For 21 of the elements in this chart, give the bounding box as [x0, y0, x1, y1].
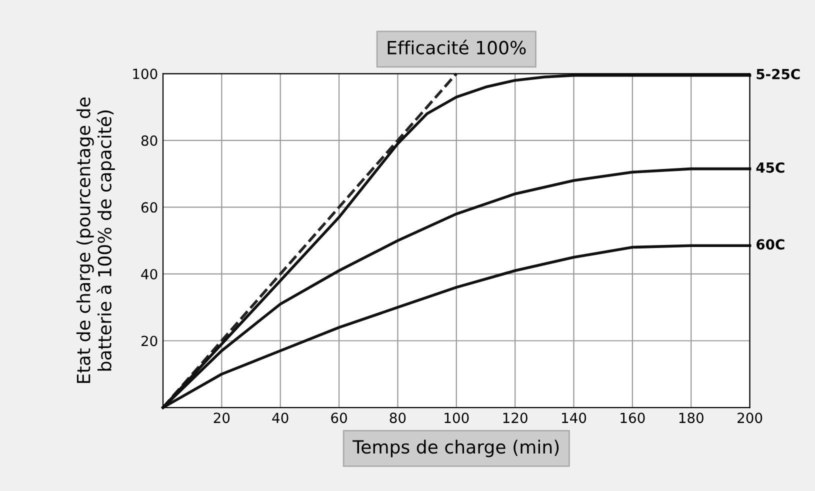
- x-tick-label: 160: [620, 412, 645, 424]
- x-tick-label: 80: [390, 412, 406, 424]
- y-tick-label: 20: [141, 336, 158, 346]
- series-label: 45C: [756, 162, 784, 173]
- y-axis-title: Etat de charge (pourcentage de batterie à 100% de capacité): [76, 98, 115, 383]
- x-axis-title: Temps de charge (min): [352, 440, 559, 458]
- x-tick-label: 140: [562, 412, 586, 424]
- x-tick-label: 180: [679, 412, 704, 424]
- x-tick-label: 120: [503, 412, 528, 424]
- y-tick-label: 40: [141, 268, 158, 280]
- series-label: 60C: [756, 239, 784, 250]
- x-tick-label: 60: [331, 412, 347, 424]
- x-tick-label: 20: [214, 412, 230, 424]
- x-tick-label: 40: [272, 412, 288, 424]
- x-tick-label: 100: [444, 412, 469, 424]
- y-tick-label: 100: [133, 68, 158, 80]
- y-tick-label: 60: [141, 202, 158, 213]
- x-tick-label: 200: [738, 412, 762, 424]
- chart-title: Efficacité 100%: [388, 40, 526, 54]
- series-label: 5-25C: [756, 68, 800, 80]
- y-tick-label: 80: [141, 135, 158, 146]
